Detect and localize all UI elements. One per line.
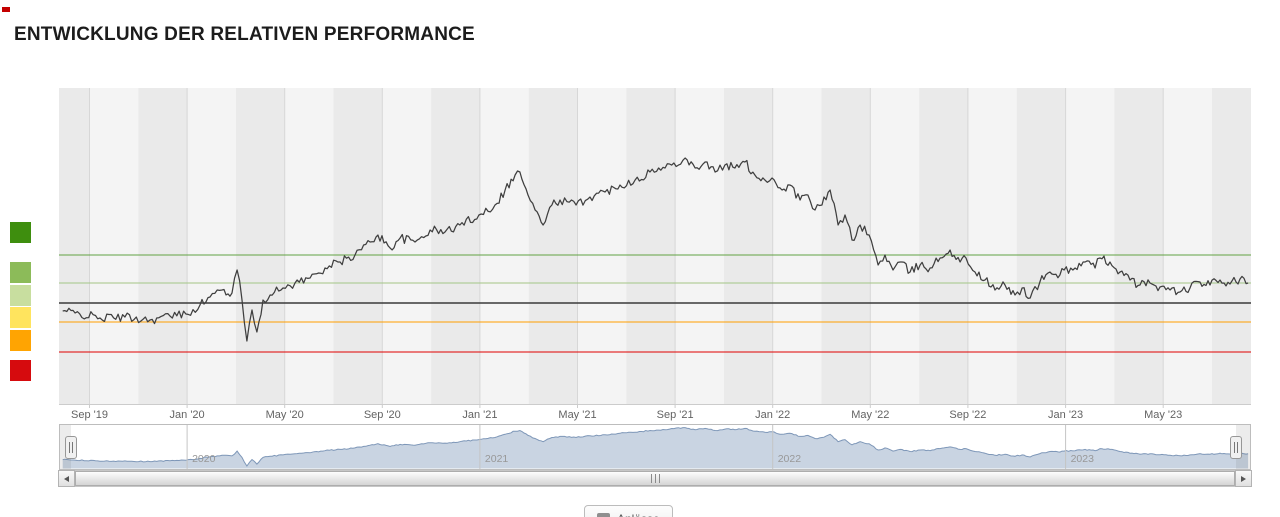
anlaesse-label: Anlässe bbox=[617, 512, 660, 517]
arrow-right-icon bbox=[1241, 475, 1246, 482]
plot-band-light bbox=[967, 88, 1017, 404]
performance-line bbox=[62, 157, 1249, 342]
navigator-year-label: 2020 bbox=[192, 453, 216, 465]
plot-band-dark bbox=[1212, 88, 1251, 404]
plot-band-dark bbox=[1114, 88, 1164, 404]
handle-grip-icon bbox=[72, 442, 73, 453]
x-tick-label: Sep '20 bbox=[363, 409, 401, 421]
zone-swatch-red-icon bbox=[10, 360, 31, 381]
zone-swatch-yellow-icon bbox=[10, 307, 31, 328]
plot-band-dark bbox=[333, 88, 383, 404]
plot-band-dark bbox=[59, 88, 90, 404]
x-tick-label: Sep '19 bbox=[71, 409, 108, 421]
plot-band-dark bbox=[528, 88, 578, 404]
x-tick-label: May '21 bbox=[558, 409, 597, 421]
x-tick-label: Jan '21 bbox=[462, 409, 498, 421]
x-tick-label: May '22 bbox=[851, 409, 890, 421]
scrollbar-thumb[interactable] bbox=[75, 471, 1235, 486]
anlaesse-series-swatch-icon bbox=[597, 512, 610, 517]
x-tick-label: May '20 bbox=[265, 409, 304, 421]
plot-band-light bbox=[1163, 88, 1212, 404]
handle-grip-icon bbox=[1234, 442, 1235, 453]
page-title: ENTWICKLUNG DER RELATIVEN PERFORMANCE bbox=[14, 24, 475, 45]
scrollbar[interactable] bbox=[58, 470, 1252, 487]
plot-band-light bbox=[382, 88, 432, 404]
plot-band-light bbox=[479, 88, 529, 404]
plot-band-dark bbox=[1016, 88, 1066, 404]
handle-grip-icon bbox=[1237, 442, 1238, 453]
plot-band-light bbox=[187, 88, 236, 404]
plot-area[interactable] bbox=[59, 88, 1251, 404]
plot-band-light bbox=[772, 88, 822, 404]
plot-band-light bbox=[1065, 88, 1115, 404]
x-tick-label: Jan '23 bbox=[1048, 409, 1084, 421]
x-tick-label: Sep '22 bbox=[949, 409, 987, 421]
x-tick-label: Sep '21 bbox=[656, 409, 694, 421]
scrollbar-right-button[interactable] bbox=[1235, 470, 1252, 487]
plot-band-light bbox=[284, 88, 334, 404]
plot-band-dark bbox=[626, 88, 676, 404]
plot-band-light bbox=[675, 88, 724, 404]
navigator-area-line bbox=[62, 427, 1249, 467]
navigator-year-label: 2021 bbox=[484, 453, 509, 465]
plot-band-dark bbox=[431, 88, 480, 404]
zone-swatch-green-icon bbox=[10, 262, 31, 283]
navigator-left-handle[interactable] bbox=[65, 436, 77, 459]
corner-red-mark bbox=[2, 7, 10, 12]
plot-band-dark bbox=[919, 88, 968, 404]
plot-band-dark bbox=[235, 88, 285, 404]
zone-swatch-light-green-icon bbox=[10, 285, 31, 306]
plot-band-dark bbox=[138, 88, 188, 404]
zone-swatch-dark-green-icon bbox=[10, 222, 31, 243]
plot-band-light bbox=[577, 88, 627, 404]
zone-swatch-orange-icon bbox=[10, 330, 31, 351]
plot-band-dark bbox=[821, 88, 871, 404]
plot-band-dark bbox=[723, 88, 773, 404]
plot-band-light bbox=[870, 88, 920, 404]
handle-grip-icon bbox=[69, 442, 70, 453]
x-tick-label: Jan '22 bbox=[755, 409, 791, 421]
arrow-left-icon bbox=[64, 475, 69, 482]
navigator-year-label: 2022 bbox=[777, 453, 802, 465]
anlaesse-toggle-button[interactable]: Anlässe bbox=[584, 505, 673, 517]
navigator-right-handle[interactable] bbox=[1230, 436, 1242, 459]
scrollbar-track[interactable] bbox=[75, 470, 1235, 487]
x-tick-label: May '23 bbox=[1144, 409, 1183, 421]
navigator-year-label: 2023 bbox=[1070, 453, 1094, 465]
navigator-area[interactable] bbox=[62, 427, 1249, 469]
x-tick-label: Jan '20 bbox=[169, 409, 205, 421]
plot-band-light bbox=[89, 88, 139, 404]
thumb-grip-icon bbox=[650, 474, 660, 483]
navigator-outline bbox=[59, 424, 1251, 470]
scrollbar-left-button[interactable] bbox=[58, 470, 75, 487]
